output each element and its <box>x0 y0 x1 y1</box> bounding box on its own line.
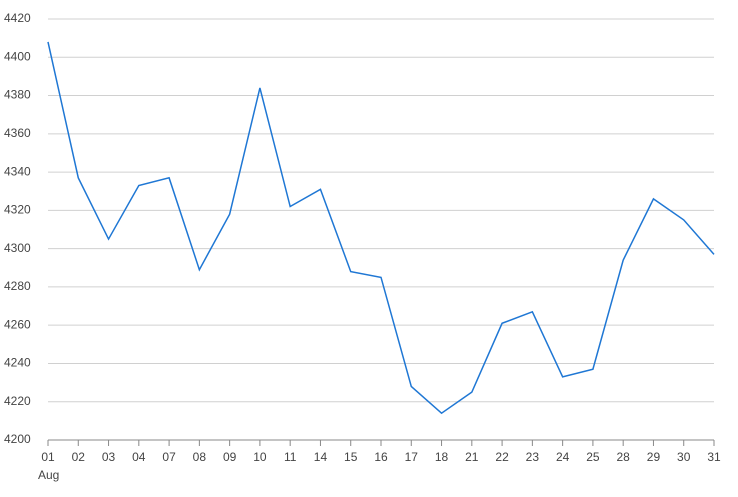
x-tick-label: 09 <box>223 450 237 464</box>
x-tick-label: 04 <box>132 450 146 464</box>
x-tick-label: 29 <box>647 450 661 464</box>
x-period-label: Aug <box>38 468 59 482</box>
x-tick-label: 10 <box>253 450 267 464</box>
x-tick-label: 14 <box>314 450 328 464</box>
x-tick-label: 23 <box>526 450 540 464</box>
x-tick-label: 07 <box>162 450 176 464</box>
x-tick-label: 15 <box>344 450 358 464</box>
x-tick-label: 17 <box>405 450 419 464</box>
y-tick-label: 4360 <box>4 126 31 140</box>
x-tick-label: 31 <box>707 450 721 464</box>
x-tick-label: 02 <box>72 450 86 464</box>
x-tick-label: 03 <box>102 450 116 464</box>
y-tick-label: 4400 <box>4 49 31 63</box>
y-tick-label: 4320 <box>4 203 31 217</box>
y-tick-label: 4240 <box>4 356 31 370</box>
x-tick-label: 21 <box>465 450 479 464</box>
x-tick-label: 08 <box>193 450 207 464</box>
x-tick-label: 28 <box>617 450 631 464</box>
x-tick-label: 11 <box>284 450 297 464</box>
y-tick-label: 4280 <box>4 279 31 293</box>
y-tick-label: 4380 <box>4 88 31 102</box>
x-tick-label: 22 <box>495 450 509 464</box>
y-tick-label: 4340 <box>4 164 31 178</box>
y-tick-label: 4420 <box>4 11 31 25</box>
y-tick-label: 4300 <box>4 241 31 255</box>
y-tick-label: 4260 <box>4 317 31 331</box>
x-tick-label: 30 <box>677 450 691 464</box>
line-series <box>47 41 715 415</box>
y-tick-label: 4220 <box>4 394 31 408</box>
x-tick-label: 18 <box>435 450 449 464</box>
x-tick-label: 25 <box>586 450 600 464</box>
x-tick-label: 01 <box>41 450 55 464</box>
y-tick-label: 4200 <box>4 432 31 446</box>
x-tick-label: 24 <box>556 450 570 464</box>
x-tick-label: 16 <box>374 450 388 464</box>
